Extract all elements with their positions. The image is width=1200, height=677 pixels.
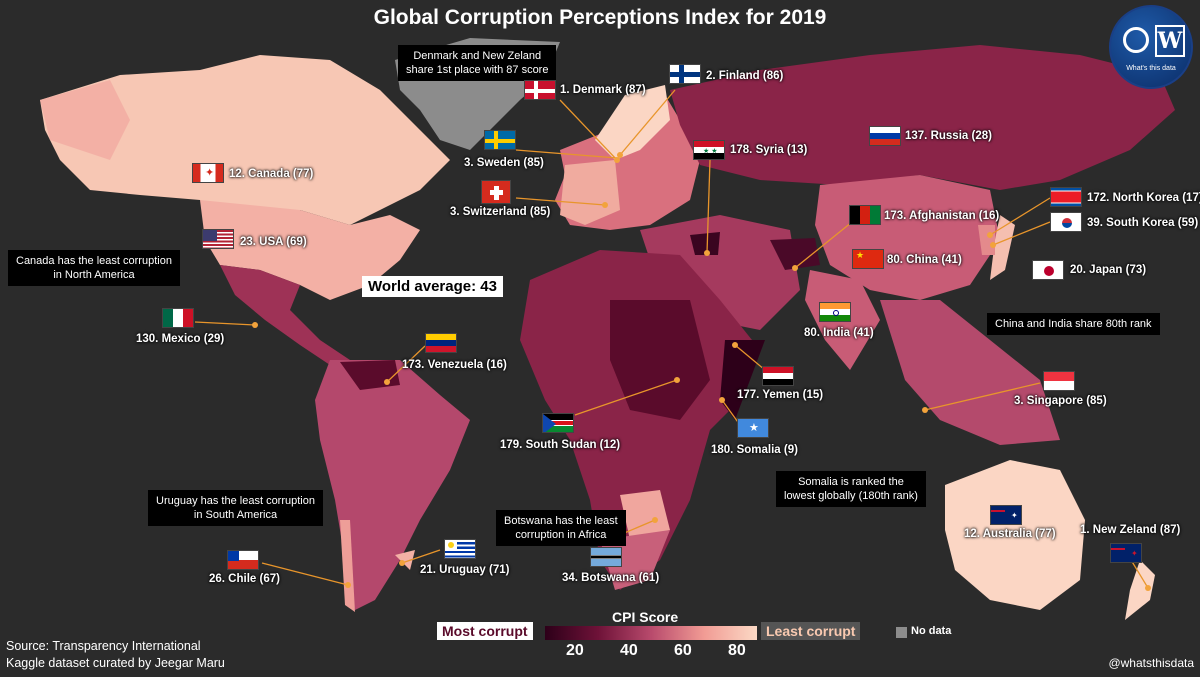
new-zealand-region	[1125, 560, 1155, 620]
usa-flag-icon	[202, 229, 234, 249]
south-korea-flag-icon	[1050, 212, 1082, 232]
africa-region	[520, 250, 760, 590]
legend-least-corrupt: Least corrupt	[761, 622, 861, 640]
canada-flag-icon: ✦	[192, 163, 224, 183]
label-new-zealand: 1. New Zeland (87)	[1080, 524, 1181, 536]
label-yemen: 177. Yemen (15)	[737, 389, 824, 401]
note-china-india: China and India share 80th rank	[987, 313, 1160, 335]
whatsthisdata-logo: W What's this data	[1109, 5, 1193, 89]
twitter-handle: @whatsthisdata	[1108, 656, 1194, 670]
mexico-flag-icon	[162, 308, 194, 328]
label-switzerland: 3. Switzerland (85)	[450, 206, 551, 218]
south-sudan-flag-icon	[542, 413, 574, 433]
legend-tick-60: 60	[674, 642, 692, 659]
botswana-region	[620, 490, 670, 540]
label-japan: 20. Japan (73)	[1070, 264, 1147, 276]
logo-text: What's this data	[1126, 65, 1176, 72]
label-chile: 26. Chile (67)	[209, 573, 280, 585]
russia-region	[670, 45, 1175, 190]
uruguay-region	[395, 550, 415, 570]
mexico-region	[220, 265, 350, 365]
australia-region	[945, 460, 1085, 610]
venezuela-flag-icon	[425, 333, 457, 353]
label-singapore: 3. Singapore (85)	[1014, 395, 1107, 407]
chile-flag-icon	[227, 550, 259, 570]
label-finland: 2. Finland (86)	[706, 70, 784, 82]
label-uruguay: 21. Uruguay (71)	[420, 564, 510, 576]
label-south-sudan: 179. South Sudan (12)	[500, 439, 621, 451]
label-australia: 12. Australia (77)	[964, 528, 1056, 540]
source-credit: Source: Transparency International Kaggl…	[6, 639, 225, 670]
singapore-flag-icon	[1043, 371, 1075, 391]
western-europe-region	[560, 160, 620, 225]
australia-flag-icon: ✦	[990, 505, 1022, 525]
russia-flag-icon	[869, 126, 901, 146]
japan-flag-icon	[1032, 260, 1064, 280]
label-india: 80. India (41)	[804, 327, 874, 339]
legend-most-corrupt: Most corrupt	[437, 622, 533, 640]
country-markers	[252, 152, 1151, 591]
japan-region	[990, 215, 1015, 280]
label-canada: 12. Canada (77)	[229, 168, 314, 180]
label-north-korea: 172. North Korea (17)	[1087, 192, 1200, 204]
scandinavia-region	[595, 85, 670, 160]
magnifier-icon	[1123, 27, 1149, 53]
legend-gradient	[545, 626, 757, 640]
w-letter-icon: W	[1155, 25, 1185, 57]
denmark-flag-icon	[524, 80, 556, 100]
yemen-flag-icon	[762, 366, 794, 386]
north-korea-flag-icon	[1050, 187, 1082, 207]
label-sweden: 3. Sweden (85)	[464, 157, 544, 169]
note-denmark-nz: Denmark and New Zeland share 1st place wi…	[398, 45, 557, 81]
world-average-label: World average: 43	[362, 276, 503, 297]
canada-region	[40, 55, 450, 225]
central-africa-region	[610, 300, 710, 420]
label-venezuela: 173. Venezuela (16)	[402, 359, 507, 371]
afghanistan-flag-icon	[849, 205, 881, 225]
afghanistan-region	[770, 238, 820, 270]
china-flag-icon: ★	[852, 249, 884, 269]
note-canada: Canada has the least corruption in North …	[8, 250, 180, 286]
sweden-flag-icon	[484, 130, 516, 150]
southeast-asia-region	[880, 300, 1060, 445]
somalia-flag-icon: ★	[737, 418, 769, 438]
legend-tick-20: 20	[566, 642, 584, 659]
alaska-region	[40, 80, 130, 160]
leader-lines	[194, 89, 1149, 589]
finland-flag-icon	[669, 64, 701, 84]
legend-title: CPI Score	[612, 609, 679, 625]
no-data-swatch	[896, 627, 907, 638]
new-zealand-flag-icon: ✦	[1110, 543, 1142, 563]
label-syria: 178. Syria (13)	[730, 144, 808, 156]
legend-tick-40: 40	[620, 642, 638, 659]
note-botswana: Botswana has the least corruption in Afri…	[496, 510, 626, 546]
syria-region	[690, 232, 720, 255]
south-america-region	[315, 360, 470, 610]
chile-region	[340, 520, 355, 612]
label-china: 80. China (41)	[887, 254, 962, 266]
map-title: Global Corruption Perceptions Index for …	[373, 6, 827, 29]
label-afghanistan: 173. Afghanistan (16)	[884, 210, 1000, 222]
label-mexico: 130. Mexico (29)	[136, 333, 225, 345]
label-russia: 137. Russia (28)	[905, 130, 992, 142]
legend-tick-80: 80	[728, 642, 746, 659]
note-uruguay: Uruguay has the least corruption in South…	[148, 490, 323, 526]
usa-region	[200, 200, 420, 300]
label-south-korea: 39. South Korea (59)	[1087, 217, 1199, 229]
note-somalia: Somalia is ranked the lowest globally (18…	[776, 471, 926, 507]
switzerland-flag-icon	[481, 180, 511, 204]
botswana-flag-icon	[590, 547, 622, 567]
label-somalia: 180. Somalia (9)	[711, 444, 798, 456]
label-usa: 23. USA (69)	[240, 236, 307, 248]
label-denmark: 1. Denmark (87)	[560, 84, 646, 96]
no-data-label: No data	[911, 625, 952, 637]
middle-east-region	[640, 215, 800, 330]
syria-flag-icon: ★ ★	[693, 140, 725, 160]
india-flag-icon	[819, 302, 851, 322]
label-botswana: 34. Botswana (61)	[562, 572, 660, 584]
uruguay-flag-icon	[444, 539, 476, 559]
